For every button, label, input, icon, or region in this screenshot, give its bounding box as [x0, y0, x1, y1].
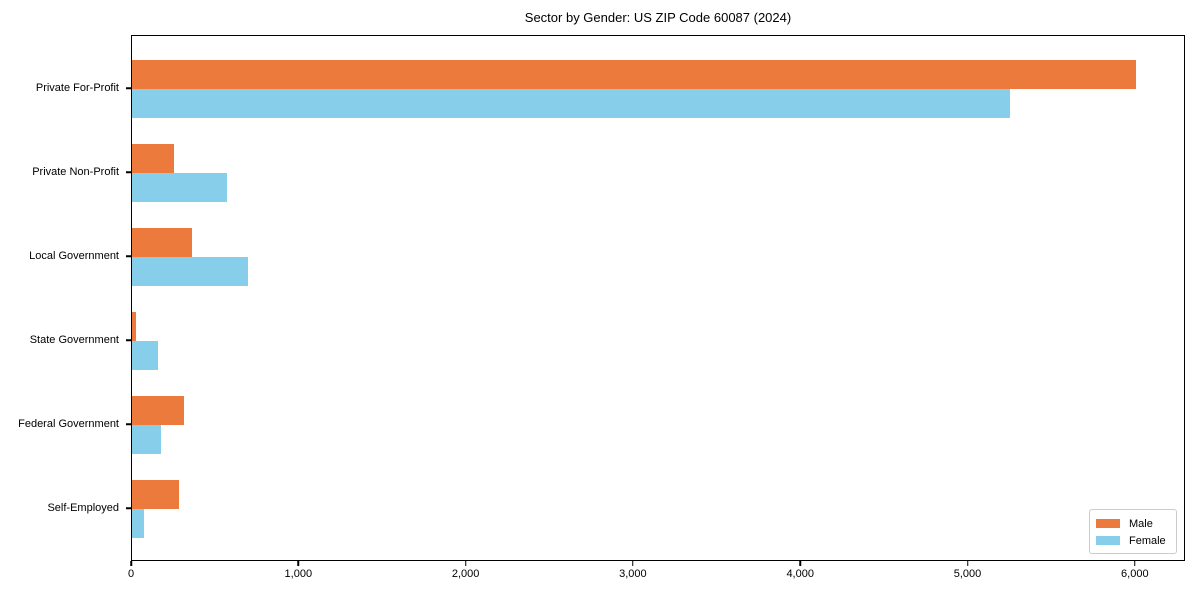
- ytick-label-private-for-profit: Private For-Profit: [35, 82, 119, 94]
- ytick-mark: [126, 339, 131, 341]
- ytick-mark: [126, 255, 131, 257]
- xtick-label-2-000: 2,000: [451, 568, 480, 580]
- ytick-mark: [126, 423, 131, 425]
- xtick-mark: [130, 561, 132, 566]
- xtick-mark: [1134, 561, 1136, 566]
- bar-male-private-non-profit: [132, 144, 174, 173]
- ytick-mark: [126, 171, 131, 173]
- bar-male-private-for-profit: [132, 60, 1136, 89]
- bar-female-local-government: [132, 257, 249, 286]
- ytick-label-self-employed: Self-Employed: [47, 502, 119, 514]
- legend: Male Female: [1089, 509, 1177, 554]
- bar-male-self-employed: [132, 480, 179, 509]
- ytick-label-federal-government: Federal Government: [18, 418, 119, 430]
- xtick-mark: [966, 561, 969, 566]
- ytick-label-private-non-profit: Private Non-Profit: [32, 166, 119, 178]
- bar-female-private-non-profit: [132, 173, 228, 202]
- bar-male-state-government: [132, 312, 137, 341]
- xtick-label-3-000: 3,000: [619, 568, 647, 580]
- xtick-label-6-000: 6,000: [1121, 568, 1149, 580]
- xtick-mark: [632, 561, 634, 566]
- bar-female-state-government: [132, 341, 158, 370]
- xtick-label-4-000: 4,000: [786, 568, 814, 580]
- ytick-mark: [126, 87, 131, 89]
- legend-item-female: Female: [1096, 533, 1169, 549]
- ytick-label-local-government: Local Government: [29, 250, 119, 262]
- ytick-mark: [126, 507, 131, 509]
- legend-label-male: Male: [1129, 517, 1153, 530]
- legend-swatch-male: [1096, 519, 1120, 528]
- bar-male-federal-government: [132, 396, 184, 425]
- xtick-mark: [297, 561, 300, 566]
- bar-female-self-employed: [132, 509, 144, 538]
- bar-female-federal-government: [132, 425, 162, 454]
- chart-title: Sector by Gender: US ZIP Code 60087 (202…: [524, 10, 792, 25]
- legend-label-female: Female: [1129, 534, 1166, 547]
- xtick-label-0: 0: [127, 568, 135, 580]
- xtick-label-1-000: 1,000: [284, 568, 313, 580]
- plot-area: [131, 35, 1185, 561]
- legend-swatch-female: [1096, 536, 1120, 545]
- xtick-label-5-000: 5,000: [953, 568, 982, 580]
- bar-male-local-government: [132, 228, 193, 257]
- xtick-mark: [464, 561, 467, 566]
- bar-female-private-for-profit: [132, 89, 1010, 118]
- legend-item-male: Male: [1096, 516, 1169, 532]
- ytick-label-state-government: State Government: [29, 334, 119, 346]
- xtick-mark: [799, 561, 801, 566]
